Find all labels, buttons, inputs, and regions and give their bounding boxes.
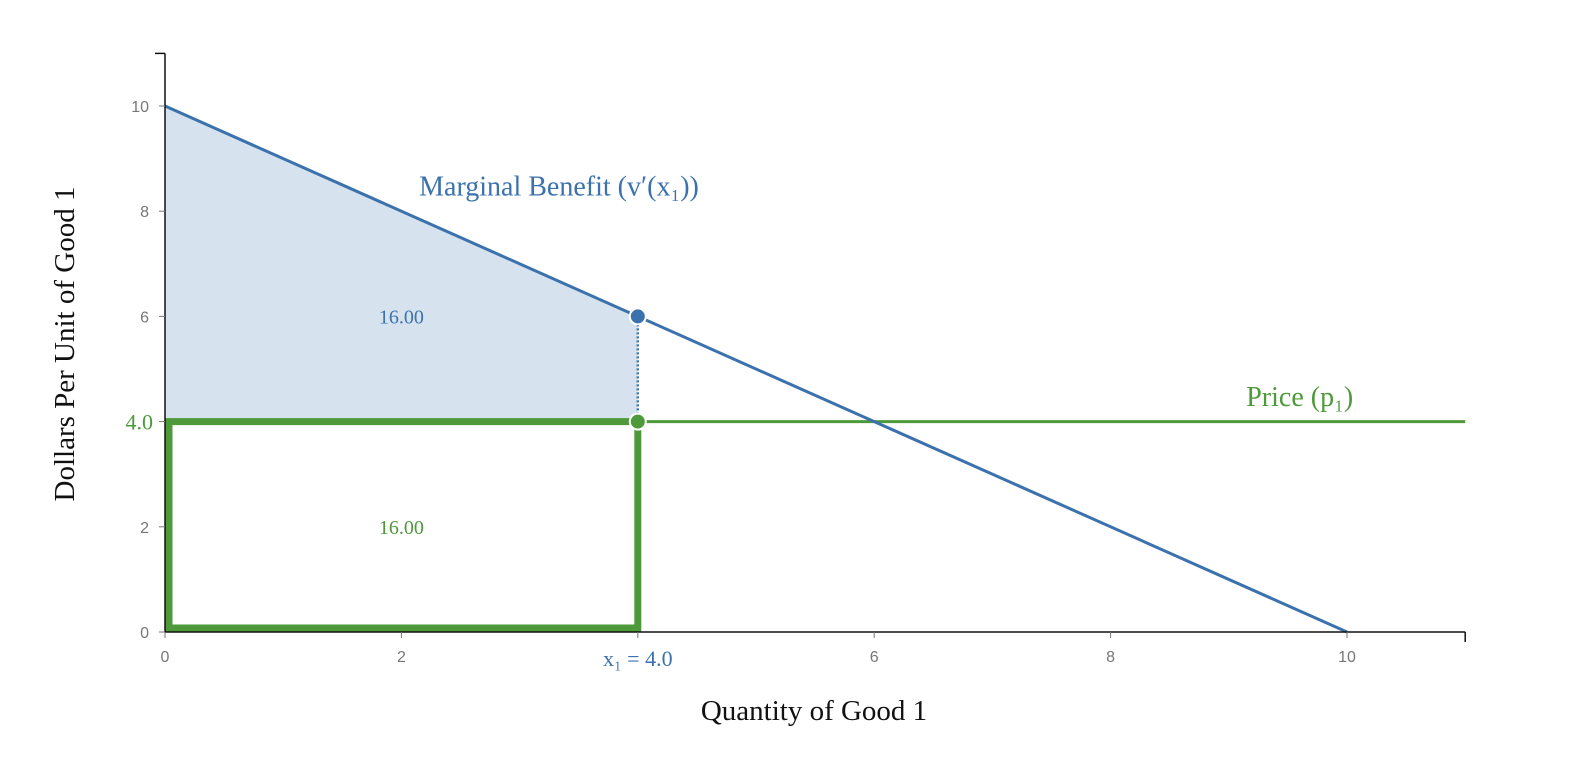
y-tick-label: 6 [140, 309, 149, 326]
consumer-surplus-area [165, 106, 638, 422]
benefit-curve-label: Marginal Benefit (v′(x₁)) [419, 171, 699, 202]
y-tick-label: 2 [140, 520, 149, 537]
y-axis-title: Dollars Per Unit of Good 1 [49, 187, 81, 502]
benefit-point [628, 307, 647, 326]
quantity-marker-label: x₁ = 4.0 [603, 646, 673, 671]
x-tick-label: 8 [1106, 649, 1115, 666]
marginal-benefit-line [164, 104, 1348, 634]
x-tick-label: 0 [161, 649, 170, 666]
x-axis-title: Quantity of Good 1 [701, 695, 927, 727]
price-marker-label: 4.0 [126, 410, 154, 435]
x-tick-label: 10 [1338, 649, 1356, 666]
y-tick-label: 0 [140, 625, 149, 642]
consumer-surplus-label: 16.00 [379, 306, 424, 328]
price-point [628, 412, 647, 431]
price-line-label: Price (p₁) [1246, 382, 1353, 413]
expenditure-label: 16.00 [379, 517, 424, 539]
y-tick-label: 10 [131, 99, 149, 116]
x-tick-label: 6 [870, 649, 879, 666]
y-tick-label: 8 [140, 204, 149, 221]
x-tick-label: 2 [397, 649, 406, 666]
